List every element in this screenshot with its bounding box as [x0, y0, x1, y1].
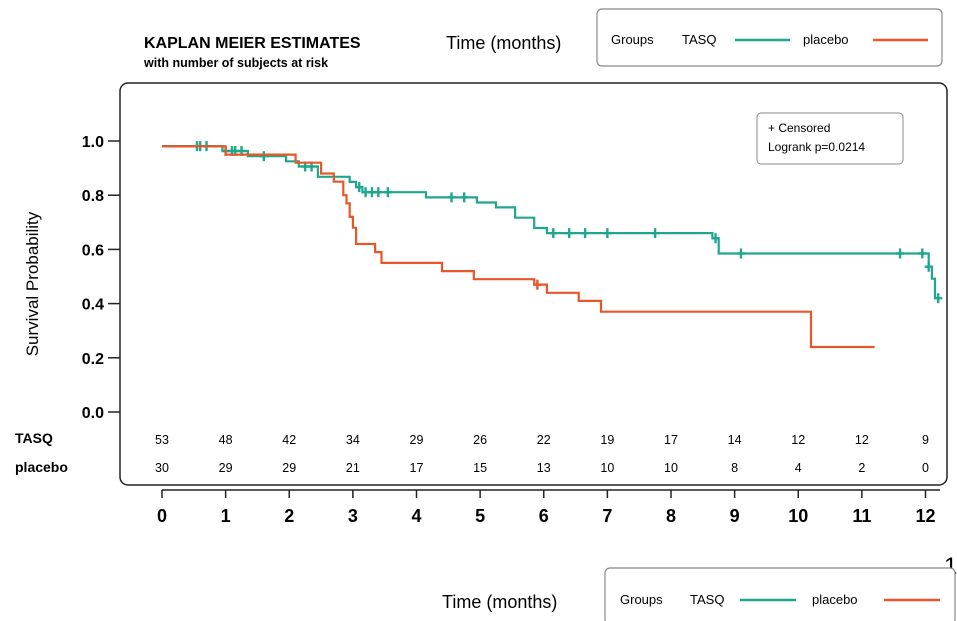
annotation-frame [756, 112, 904, 165]
x-axis-title-top: Time (months) [446, 33, 561, 53]
x-tick-label: 8 [666, 506, 676, 526]
legend-bottom-placebo-label: placebo [812, 592, 858, 607]
annotation-box: + Censored Logrank p=0.0214 [756, 112, 904, 165]
legend-top-box [596, 8, 943, 67]
x-tick-label: 0 [157, 506, 167, 526]
censor-mark-tasq [918, 248, 927, 259]
legend-bottom: Groups TASQ placebo [604, 567, 956, 621]
legend-top-tasq-label: TASQ [682, 32, 716, 47]
at-risk-value-tasq: 42 [282, 433, 296, 447]
at-risk-value-tasq: 29 [410, 433, 424, 447]
x-tick-label: 12 [915, 506, 935, 526]
at-risk-value-placebo: 8 [731, 461, 738, 475]
censored-note: + Censored [768, 121, 830, 135]
x-axis: 0 1 2 3 4 5 6 7 8 9 10 11 12 [157, 489, 940, 526]
at-risk-value-placebo: 30 [155, 461, 169, 475]
censor-mark-tasq [383, 187, 392, 198]
legend-top-placebo-label: placebo [803, 32, 849, 47]
survival-curves [162, 141, 943, 349]
censor-mark-tasq [934, 293, 943, 304]
censor-mark-tasq [259, 151, 268, 162]
x-tick-label: 3 [348, 506, 358, 526]
y-axis: 0.0 0.2 0.4 0.6 0.8 1.0 [82, 134, 120, 422]
censor-mark-tasq [924, 261, 933, 272]
chart-subtitle: with number of subjects at risk [143, 56, 328, 70]
x-tick-label: 6 [539, 506, 549, 526]
censor-mark-placebo [533, 279, 542, 290]
legend-top: Groups TASQ placebo [596, 8, 943, 67]
at-risk-value-placebo: 21 [346, 461, 360, 475]
at-risk-value-tasq: 12 [791, 433, 805, 447]
at-risk-value-tasq: 34 [346, 433, 360, 447]
censor-mark-tasq [549, 228, 558, 239]
at-risk-value-placebo: 4 [795, 461, 802, 475]
at-risk-value-placebo: 13 [537, 461, 551, 475]
legend-top-title: Groups [611, 32, 654, 47]
legend-bottom-title: Groups [620, 592, 663, 607]
censor-mark-tasq [736, 248, 745, 259]
at-risk-value-tasq: 17 [664, 433, 678, 447]
at-risk-value-tasq: 22 [537, 433, 551, 447]
x-tick-label: 1 [221, 506, 231, 526]
legend-bottom-box [604, 567, 956, 621]
at-risk-value-tasq: 26 [473, 433, 487, 447]
x-tick-label: 11 [852, 506, 871, 526]
at-risk-value-tasq: 14 [728, 433, 742, 447]
at-risk-value-placebo: 17 [410, 461, 424, 475]
at-risk-value-placebo: 2 [858, 461, 865, 475]
y-tick-label: 0.8 [82, 188, 104, 205]
censor-mark-tasq [603, 228, 612, 239]
at-risk-label-placebo: placebo [15, 459, 68, 475]
x-tick-label: 4 [411, 506, 421, 526]
censor-mark-tasq [651, 228, 660, 239]
censor-mark-tasq [565, 228, 574, 239]
at-risk-value-tasq: 9 [922, 433, 929, 447]
censor-mark-tasq [896, 248, 905, 259]
censor-mark-tasq [581, 228, 590, 239]
x-tick-label: 7 [602, 506, 612, 526]
censor-mark-tasq [447, 192, 456, 203]
at-risk-value-placebo: 29 [282, 461, 296, 475]
x-tick-label: 5 [475, 506, 485, 526]
y-tick-label: 0.6 [82, 242, 104, 259]
x-tick-label: 10 [788, 506, 808, 526]
y-tick-label: 1.0 [82, 134, 104, 151]
at-risk-value-placebo: 29 [219, 461, 233, 475]
censor-mark-tasq [460, 192, 469, 203]
y-tick-label: 0.4 [82, 297, 104, 314]
logrank-note: Logrank p=0.0214 [768, 140, 865, 154]
series-line-placebo [162, 145, 875, 349]
censor-mark-tasq [374, 187, 383, 198]
chart-title: KAPLAN MEIER ESTIMATES [144, 35, 361, 52]
y-axis-title: Survival Probability [23, 211, 42, 356]
censor-mark-tasq [711, 233, 720, 244]
at-risk-value-tasq: 12 [855, 433, 869, 447]
legend-bottom-tasq-label: TASQ [690, 592, 724, 607]
at-risk-value-placebo: 0 [922, 461, 929, 475]
at-risk-value-placebo: 10 [664, 461, 678, 475]
x-tick-label: 9 [730, 506, 740, 526]
at-risk-value-tasq: 19 [600, 433, 614, 447]
x-tick-label: 2 [284, 506, 294, 526]
x-axis-title-bottom: Time (months) [442, 592, 557, 612]
y-tick-label: 0.0 [82, 405, 104, 422]
at-risk-label-tasq: TASQ [15, 430, 53, 446]
at-risk-value-tasq: 48 [219, 433, 233, 447]
y-tick-label: 0.2 [82, 351, 104, 368]
at-risk-value-tasq: 53 [155, 433, 169, 447]
at-risk-value-placebo: 15 [473, 461, 487, 475]
censor-mark-tasq [355, 182, 364, 193]
at-risk-value-placebo: 10 [600, 461, 614, 475]
at-risk-numbers: 53 48 42 34 29 26 22 19 17 14 12 12 930 29 29 21 17 15 13 1… [155, 433, 929, 475]
